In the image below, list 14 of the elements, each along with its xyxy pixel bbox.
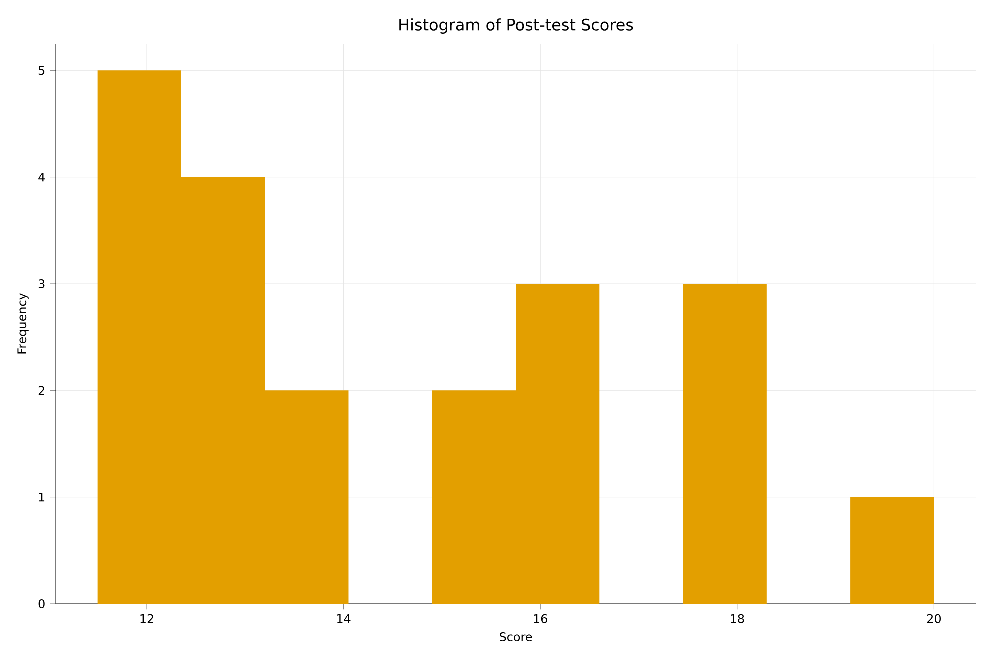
y-axis-title: Frequency bbox=[18, 294, 29, 354]
y-tick-label: 1 bbox=[39, 493, 45, 502]
y-tick-label: 3 bbox=[38, 280, 45, 289]
y-tick-label: 2 bbox=[38, 386, 44, 396]
chart-title: Histogram of Post-test Scores bbox=[400, 18, 634, 34]
x-tick-label: 12 bbox=[140, 614, 154, 624]
y-tick-label: 4 bbox=[38, 173, 45, 182]
x-tick-label: 14 bbox=[338, 614, 351, 624]
y-tick-label: 0 bbox=[38, 600, 45, 609]
x-tick-label: 16 bbox=[534, 614, 548, 624]
x-tick-label: 18 bbox=[731, 614, 744, 624]
y-tick-label: 5 bbox=[38, 66, 45, 76]
x-axis-title: Score bbox=[500, 632, 532, 642]
x-tick-label: 20 bbox=[927, 614, 941, 624]
